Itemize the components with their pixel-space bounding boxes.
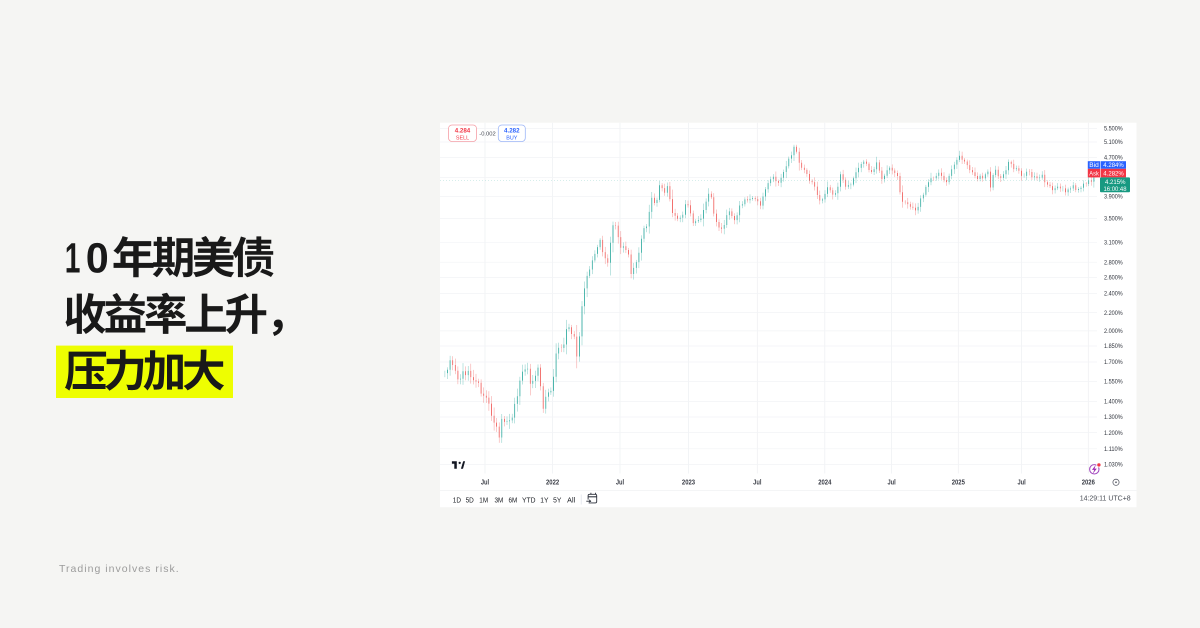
svg-text:3.100%: 3.100%	[1104, 240, 1123, 247]
svg-text:2024: 2024	[818, 480, 831, 487]
svg-text:5D: 5D	[466, 497, 474, 504]
svg-text:Jul: Jul	[887, 480, 895, 487]
svg-text:2022: 2022	[546, 480, 559, 487]
svg-text:4.284%: 4.284%	[1103, 163, 1124, 169]
svg-text:1.550%: 1.550%	[1104, 379, 1123, 386]
svg-text:2.000%: 2.000%	[1104, 328, 1123, 335]
svg-text:2.400%: 2.400%	[1104, 291, 1123, 298]
svg-text:Jul: Jul	[616, 480, 624, 487]
svg-text:5Y: 5Y	[553, 497, 562, 504]
svg-text:1Y: 1Y	[540, 497, 549, 504]
svg-text:4.282: 4.282	[504, 128, 520, 135]
svg-text:SELL: SELL	[456, 135, 469, 141]
svg-text:2023: 2023	[682, 480, 695, 487]
svg-text:4.700%: 4.700%	[1104, 155, 1123, 162]
svg-text:6M: 6M	[509, 497, 518, 504]
svg-text:-0.002: -0.002	[479, 131, 495, 137]
svg-text:1.030%: 1.030%	[1104, 462, 1123, 469]
svg-text:3M: 3M	[495, 497, 504, 504]
svg-text:1.850%: 1.850%	[1104, 343, 1123, 350]
svg-text:14:29:11 UTC+8: 14:29:11 UTC+8	[1080, 493, 1131, 502]
svg-text:1.110%: 1.110%	[1104, 446, 1123, 453]
svg-text:2026: 2026	[1082, 480, 1095, 487]
svg-text:Ask: Ask	[1089, 172, 1099, 178]
svg-text:4.282%: 4.282%	[1103, 172, 1124, 178]
svg-text:3.900%: 3.900%	[1104, 194, 1123, 201]
svg-text:1.200%: 1.200%	[1104, 430, 1123, 437]
svg-text:4.215%: 4.215%	[1105, 180, 1126, 186]
svg-text:Bid: Bid	[1089, 163, 1099, 169]
svg-text:2.800%: 2.800%	[1104, 259, 1123, 266]
svg-text:3.500%: 3.500%	[1104, 216, 1123, 223]
svg-text:All: All	[567, 497, 575, 504]
svg-text:5.500%: 5.500%	[1104, 126, 1123, 133]
svg-text:4.284: 4.284	[455, 128, 471, 135]
svg-text:Jul: Jul	[481, 480, 489, 487]
svg-text:Jul: Jul	[753, 480, 761, 487]
svg-text:1.400%: 1.400%	[1104, 399, 1123, 406]
svg-text:5.100%: 5.100%	[1104, 139, 1123, 146]
svg-text:1.300%: 1.300%	[1104, 414, 1123, 421]
svg-text:YTD: YTD	[522, 497, 536, 504]
svg-text:Jul: Jul	[1017, 480, 1025, 487]
svg-text:BUY: BUY	[506, 135, 517, 141]
svg-text:1D: 1D	[453, 497, 461, 504]
svg-text:2.600%: 2.600%	[1104, 275, 1123, 282]
svg-text:1M: 1M	[479, 497, 488, 504]
svg-text:16:00:48: 16:00:48	[1104, 187, 1128, 193]
svg-text:2025: 2025	[952, 480, 965, 487]
svg-text:2.200%: 2.200%	[1104, 310, 1123, 317]
svg-text:1.700%: 1.700%	[1104, 359, 1123, 366]
